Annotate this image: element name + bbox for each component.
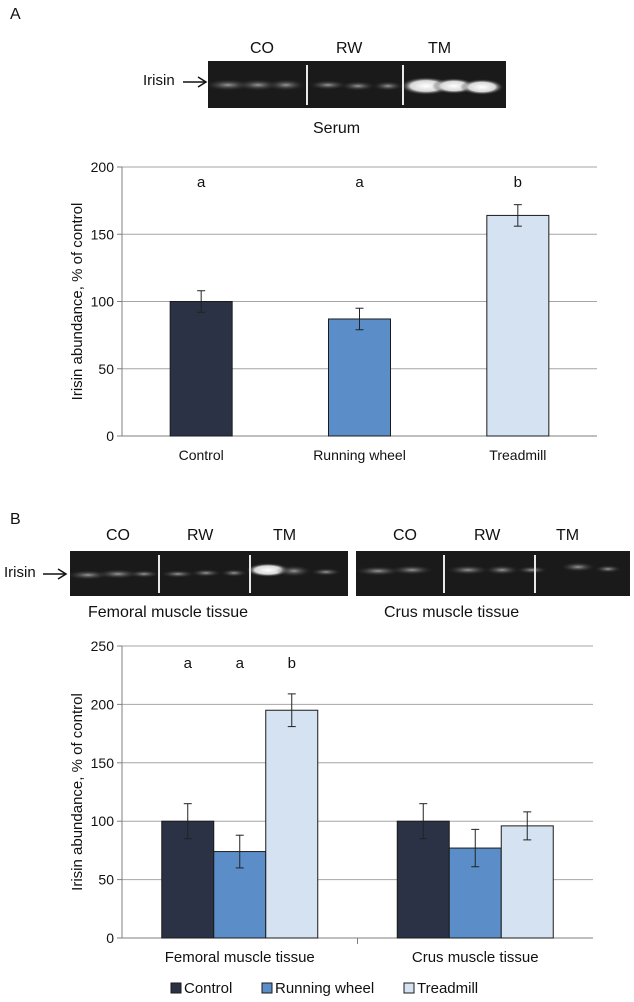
femoral-lane-label-rw: RW xyxy=(187,527,214,544)
chart-b-bar-control xyxy=(396,820,450,939)
serum-lane-label-co: CO xyxy=(250,40,274,57)
chart-b-bar-treadmill xyxy=(265,709,319,939)
chart-b-significance-letter: a xyxy=(236,655,245,672)
serum-lane-label-rw: RW xyxy=(336,40,363,57)
chart-b-ytick-label: 0 xyxy=(106,930,114,946)
femoral-lane-label-tm: TM xyxy=(273,527,297,544)
chart-a-significance-letter: a xyxy=(355,174,364,191)
panel-a-label: A xyxy=(10,6,21,23)
chart-a-y-axis-title: Irisin abundance, % of control xyxy=(69,203,86,401)
muscle-arrow-icon xyxy=(43,568,68,580)
chart-a-category-label: Control xyxy=(179,447,224,463)
serum-irisin-chart: 0 50 100 150 200 Irisin abundance, % of contr… xyxy=(69,159,597,463)
legend-label-running-wheel: Running wheel xyxy=(275,980,374,997)
femoral-western-blot xyxy=(70,551,348,596)
chart-a-ytick-label: 200 xyxy=(91,159,115,175)
legend-swatch-control xyxy=(170,982,182,994)
chart-b-category-label: Femoral muscle tissue xyxy=(165,949,315,966)
crus-lane-label-tm: TM xyxy=(556,527,580,544)
femoral-caption: Femoral muscle tissue xyxy=(88,604,249,621)
crus-lane-label-co: CO xyxy=(393,527,417,544)
chart-b-significance-letter: b xyxy=(288,655,296,672)
muscle-irisin-label: Irisin xyxy=(4,564,36,581)
legend-swatch-treadmill xyxy=(403,982,415,994)
chart-a-significance-letter: b xyxy=(514,174,522,191)
femoral-lane-label-co: CO xyxy=(106,527,130,544)
chart-b-bar-control xyxy=(161,820,215,939)
serum-caption: Serum xyxy=(313,120,361,137)
chart-b-ytick-label: 200 xyxy=(91,696,115,712)
serum-western-blot xyxy=(208,61,506,108)
chart-a-significance-letter: a xyxy=(197,174,206,191)
chart-b-category-label: Crus muscle tissue xyxy=(412,949,539,966)
chart-a-category-label: Running wheel xyxy=(313,447,406,463)
crus-caption: Crus muscle tissue xyxy=(384,604,520,621)
chart-b-bar-treadmill xyxy=(500,825,554,939)
chart-a-ytick-label: 150 xyxy=(91,226,115,242)
serum-lane-label-tm: TM xyxy=(428,40,452,57)
chart-b-ytick-label: 50 xyxy=(98,872,114,888)
chart-b-ytick-label: 150 xyxy=(91,755,115,771)
chart-a-ytick-label: 100 xyxy=(91,294,115,310)
chart-b-ytick-label: 250 xyxy=(91,638,115,654)
serum-arrow-icon xyxy=(183,76,208,88)
chart-b-y-axis-title: Irisin abundance, % of control xyxy=(69,693,86,891)
serum-irisin-label: Irisin xyxy=(143,72,175,89)
legend-label-treadmill: Treadmill xyxy=(417,980,478,997)
crus-lane-label-rw: RW xyxy=(474,527,501,544)
chart-a-ytick-label: 0 xyxy=(106,428,114,444)
panel-b-label: B xyxy=(10,511,21,528)
chart-b-ytick-label: 100 xyxy=(91,813,115,829)
legend-label-control: Control xyxy=(184,980,232,997)
chart-b-significance-letter: a xyxy=(184,655,193,672)
chart-a-category-label: Treadmill xyxy=(489,447,546,463)
chart-a-bar-control xyxy=(169,301,233,437)
legend-swatch-running-wheel xyxy=(261,982,273,994)
chart-a-bar-treadmill xyxy=(486,214,550,437)
chart-a-ytick-label: 50 xyxy=(98,361,114,377)
chart-a-bar-running-wheel xyxy=(328,318,391,437)
crus-western-blot xyxy=(356,551,630,596)
